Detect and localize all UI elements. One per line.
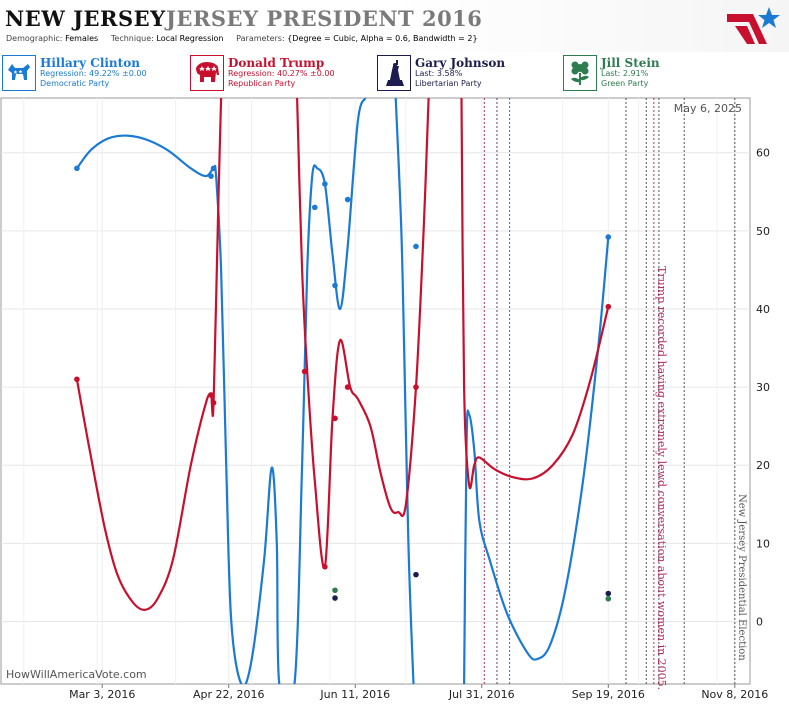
candidate-party: Green Party: [601, 79, 649, 88]
y-tick-label: 30: [756, 381, 770, 394]
series-points: [74, 165, 612, 602]
donald-trump-poll-point[interactable]: [344, 384, 351, 390]
hillary-clinton-poll-point[interactable]: [74, 165, 80, 172]
y-axis: 0 10 20 30 40 50 60: [756, 147, 770, 629]
series-lines: [75, 98, 610, 684]
donald-trump-trend-line: [460, 98, 610, 489]
x-tick-label: Sep 19, 2016: [572, 688, 645, 701]
candidate-name: Gary Johnson: [415, 56, 506, 70]
x-axis: Mar 3, 2016 Apr 22, 2016 Jun 11, 2016 Jul 3…: [69, 684, 768, 701]
liberty-icon: [377, 55, 411, 91]
state-title: NEW JERSEY: [5, 6, 166, 31]
plot-area: [0, 97, 751, 685]
hillary-clinton-poll-point[interactable]: [311, 204, 318, 211]
donald-trump-poll-point[interactable]: [74, 376, 80, 383]
hillary-clinton-poll-point[interactable]: [208, 173, 214, 179]
donald-trump-poll-point[interactable]: [322, 564, 328, 570]
donald-trump-poll-point[interactable]: [208, 392, 214, 398]
hillary-clinton-trend-line: [76, 98, 367, 684]
y-tick-label: 10: [756, 537, 770, 550]
candidate-name: Donald Trump: [228, 56, 325, 70]
donald-trump-poll-point[interactable]: [413, 384, 419, 390]
x-tick-label: Jul 31, 2016: [448, 688, 515, 701]
flower-icon: [563, 55, 597, 91]
candidate-name: Hillary Clinton: [40, 56, 140, 70]
candidate-legend: Hillary Clinton Regression: 49.22% ±0.00…: [0, 55, 789, 95]
event-lines: [483, 98, 736, 684]
candidate-name: Jill Stein: [601, 56, 660, 70]
election-annotation: New Jersey Presidential Election: [736, 494, 747, 661]
parameters-value: {Degree = Cubic, Alpha = 0.6, Bandwidth …: [287, 34, 478, 43]
jill-stein-poll-point[interactable]: [605, 595, 612, 602]
hillary-clinton-trend-line: [463, 236, 610, 684]
technique-value: Local Regression: [156, 34, 224, 43]
x-tick-label: Apr 22, 2016: [193, 688, 265, 701]
donald-trump-poll-point[interactable]: [332, 415, 338, 422]
candidate-party: Democratic Party: [40, 79, 110, 88]
donald-trump-poll-point[interactable]: [301, 368, 308, 375]
y-tick-label: 0: [756, 615, 763, 628]
grid: [1, 98, 750, 684]
candidate-party: Republican Party: [228, 79, 296, 88]
candidate-stat: Regression: 49.22% ±0.00: [40, 69, 147, 78]
gary-johnson-poll-point[interactable]: [413, 571, 419, 578]
hillary-clinton-poll-point[interactable]: [322, 181, 328, 187]
parameters-label: Parameters:: [236, 34, 285, 43]
hillary-clinton-poll-point[interactable]: [210, 165, 217, 172]
gary-johnson-poll-point[interactable]: [605, 590, 612, 597]
candidate-stat: Last: 2.91%: [601, 69, 649, 78]
donald-trump-trend-line: [296, 98, 430, 569]
candidate-stat: Regression: 40.27% ±0.00: [228, 69, 335, 78]
candidate-stat: Last: 3.58%: [415, 69, 463, 78]
y-tick-label: 40: [756, 303, 770, 316]
event-annotation: Trump recorded having extremely lewd con…: [655, 266, 668, 690]
hillary-clinton-poll-point[interactable]: [332, 282, 338, 289]
candidate-clinton[interactable]: Hillary Clinton Regression: 49.22% ±0.00…: [2, 55, 188, 93]
x-tick-label: Mar 3, 2016: [69, 688, 135, 701]
site-logo-icon[interactable]: [723, 4, 781, 48]
watermark: HowWillAmericaVote.com: [6, 668, 147, 681]
hillary-clinton-poll-point[interactable]: [344, 196, 351, 203]
annotations: Trump recorded having extremely lewd con…: [655, 266, 747, 690]
elephant-icon: [190, 55, 224, 91]
candidate-party: Libertarian Party: [415, 79, 482, 88]
hillary-clinton-trend-line: [394, 98, 415, 684]
jill-stein-poll-point[interactable]: [332, 587, 338, 594]
x-tick-label: Nov 8, 2016: [701, 688, 768, 701]
donald-trump-poll-point[interactable]: [210, 399, 217, 406]
candidate-trump[interactable]: Donald Trump Regression: 40.27% ±0.00 Re…: [190, 55, 376, 93]
gary-johnson-poll-point[interactable]: [332, 595, 338, 601]
race-title: JERSEY PRESIDENT 2016: [166, 6, 483, 31]
x-tick-label: Jun 11, 2016: [319, 688, 390, 701]
hillary-clinton-poll-point[interactable]: [605, 234, 612, 240]
y-tick-label: 50: [756, 225, 770, 238]
candidate-johnson[interactable]: Gary Johnson Last: 3.58% Libertarian Par…: [377, 55, 563, 93]
candidate-stein[interactable]: Jill Stein Last: 2.91% Green Party: [563, 55, 749, 93]
donald-trump-trend-line: [75, 98, 223, 611]
donald-trump-poll-point[interactable]: [605, 303, 612, 310]
y-tick-label: 20: [756, 459, 770, 472]
hillary-clinton-poll-point[interactable]: [413, 243, 419, 250]
header: NEW JERSEY JERSEY PRESIDENT 2016 Demogra…: [0, 0, 789, 52]
demographic-value: Females: [65, 34, 99, 43]
date-label: May 6, 2025: [674, 102, 742, 115]
y-tick-label: 60: [756, 147, 770, 160]
parameters-line: Demographic: Females Technique: Local Re…: [6, 34, 478, 43]
donkey-icon: [2, 55, 36, 91]
technique-label: Technique:: [110, 34, 154, 43]
demographic-label: Demographic:: [6, 34, 63, 43]
